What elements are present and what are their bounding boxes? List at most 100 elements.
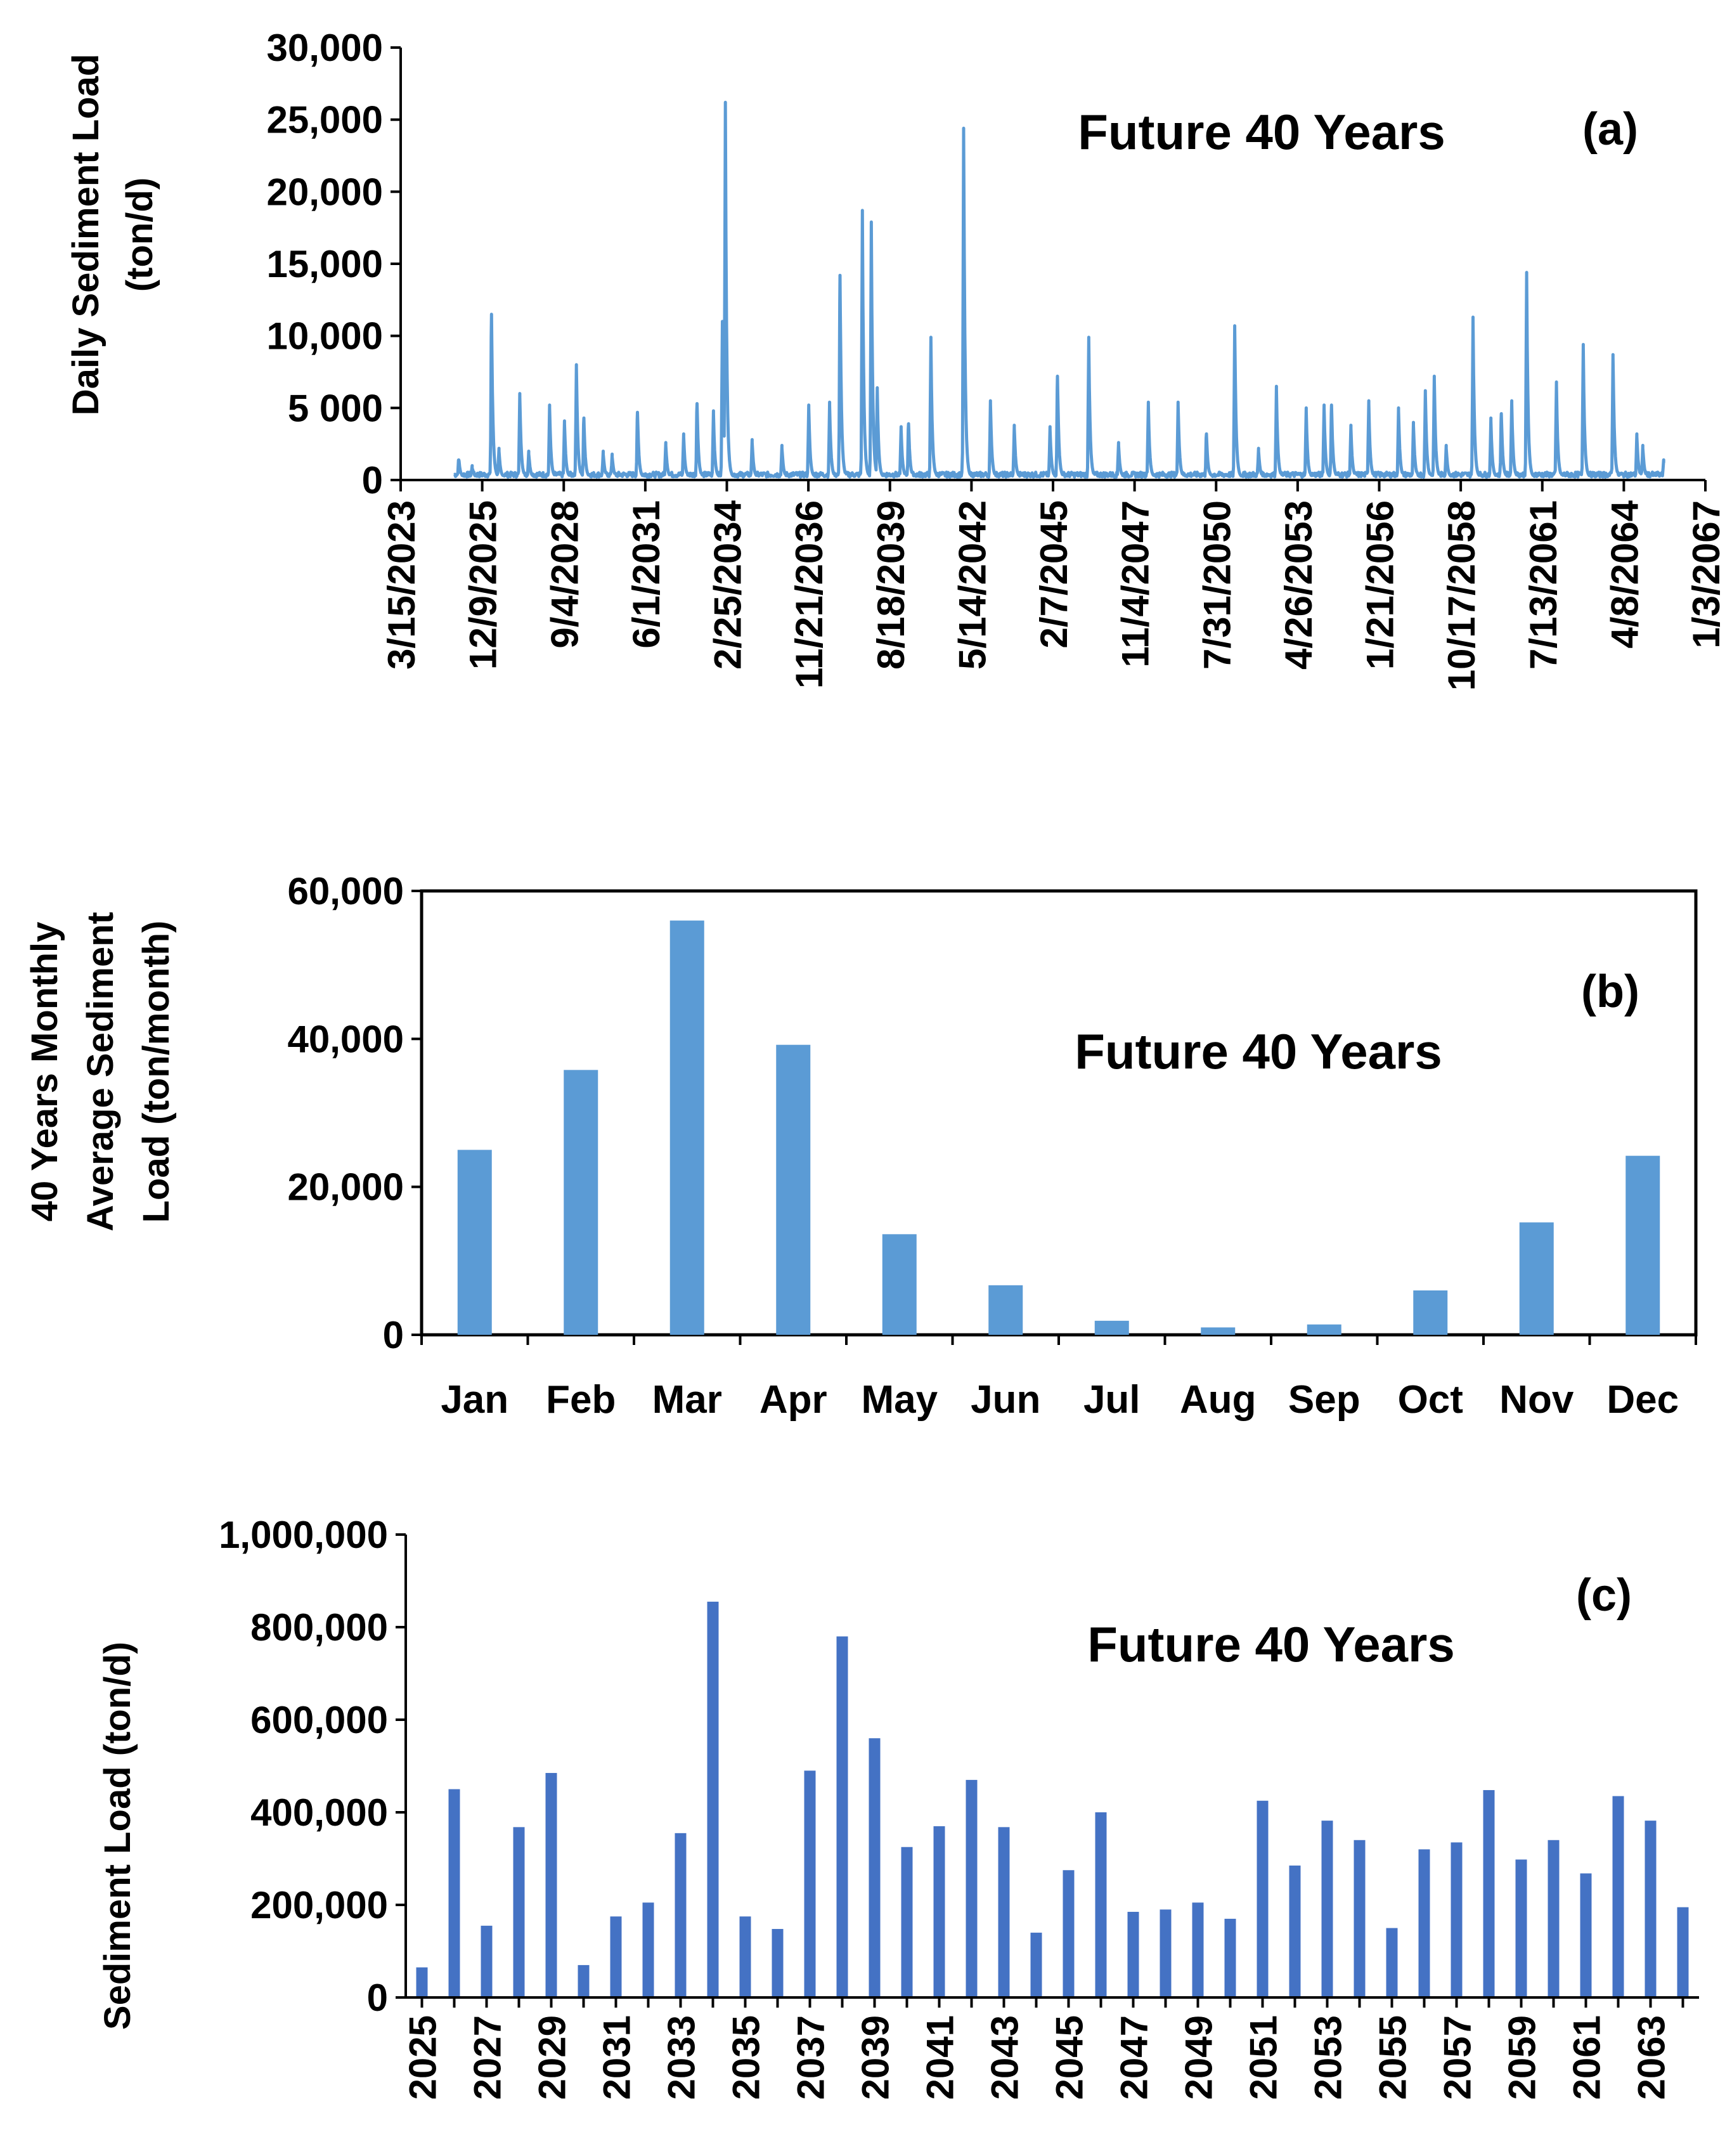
panel-b-plot-border — [420, 889, 1698, 1337]
panel-b-y-tick-label: 60,000 — [287, 870, 404, 912]
panel-a-x-tick-label: 3/15/2023 — [380, 500, 423, 670]
panel-c-bar-2055 — [1386, 1928, 1398, 1997]
panel-b-ylabel-line2: Average Sediment — [80, 912, 121, 1231]
panel-c-bar-2031 — [610, 1916, 622, 1997]
panel-c-bar-2045 — [1063, 1870, 1075, 1997]
panel-c-x-tick-label: 2037 — [790, 2015, 832, 2100]
panel-c-y-tick-label: 1,000,000 — [219, 1514, 388, 1556]
panel-b-bar-jan — [457, 1150, 492, 1335]
panel-a-y-tick-label: 10,000 — [266, 315, 383, 358]
panel-c-bar-2061 — [1580, 1873, 1592, 1997]
panel-a-y-tick-label: 15,000 — [266, 243, 383, 285]
panel-c-ylabel: Sediment Load (ton/d) — [97, 1642, 138, 2030]
panel-a-x-tick-label: 4/26/2053 — [1277, 500, 1320, 670]
panel-a-x-tick-label: 1/21/2056 — [1359, 500, 1402, 670]
panel-b-x-tick-label: May — [861, 1378, 938, 1422]
panel-b-bar-jul — [1094, 1320, 1129, 1335]
panel-c-x-tick-label: 2041 — [919, 2015, 962, 2100]
panel-c-x-tick-label: 2055 — [1372, 2015, 1414, 2100]
panel-b-x-tick-label: Aug — [1180, 1378, 1257, 1422]
panel-c-bar-2051 — [1257, 1800, 1269, 1997]
panel-b-x-tick-label: Nov — [1499, 1378, 1574, 1422]
panel-a-y-tick-label: 30,000 — [266, 27, 383, 69]
panel-c-x-tick-label: 2059 — [1501, 2015, 1544, 2100]
panel-b-bar-mar — [669, 920, 704, 1335]
panel-a-x-tick-label: 12/9/2025 — [462, 500, 505, 670]
panel-c-bar-2042 — [966, 1779, 978, 1997]
panel-c-x-tick-label: 2053 — [1307, 2015, 1350, 2100]
panel-c-label: (c) — [1576, 1570, 1632, 1621]
panel-c-x-tick-label: 2031 — [596, 2015, 638, 2100]
panel-a-x-tick-label: 2/7/2045 — [1033, 500, 1075, 649]
panel-c-bar-2052 — [1289, 1865, 1301, 1997]
panel-b-y-tick-label: 20,000 — [287, 1166, 404, 1209]
panel-b-label: (b) — [1581, 966, 1639, 1017]
panel-a-y-tick-label: 5 000 — [288, 387, 383, 429]
panel-c-bar-2044 — [1030, 1932, 1042, 1997]
panel-a-x-tick-label: 6/1/2031 — [625, 500, 668, 649]
panel-b-x-tick-label: Apr — [759, 1378, 827, 1422]
panel-a-y-tick-label: 0 — [362, 459, 383, 502]
panel-a-x-tick-label: 11/4/2047 — [1115, 500, 1157, 668]
panel-c-bar-2040 — [901, 1847, 913, 1997]
panel-a-annotation: Future 40 Years — [1078, 104, 1445, 160]
panel-c-plot-area: 0 200,000 400,000 600,000 800,000 1,000,000 20… — [219, 1514, 1699, 2100]
panel-a-x-tick-label: 1/3/2067 — [1685, 500, 1728, 649]
panel-c-bar-2053 — [1321, 1821, 1333, 1997]
panel-a-x-tick-label: 7/31/2050 — [1196, 500, 1238, 670]
panel-c-bar-2059 — [1515, 1859, 1527, 1997]
panel-a-ylabel-line1: Daily Sediment Load — [65, 54, 107, 415]
panel-b-y-tick-label: 40,000 — [287, 1018, 404, 1060]
panel-c-bar-2026 — [448, 1789, 460, 1997]
panel-c-x-tick-label: 2035 — [725, 2015, 768, 2100]
panel-c-x-tick-label: 2051 — [1243, 2015, 1285, 2100]
panel-c-bar-2038 — [836, 1636, 848, 1997]
panel-c-bar-2048 — [1160, 1909, 1172, 1997]
panel-c-x-tick-label: 2025 — [402, 2015, 444, 2100]
panel-a-x-tick-label: 7/13/2061 — [1522, 500, 1565, 670]
panel-c-bar-2043 — [998, 1827, 1010, 1997]
panel-c-bar-2046 — [1095, 1812, 1107, 1997]
panel-c-bar-2063 — [1645, 1821, 1657, 1997]
panel-b-x-tick-label: Dec — [1606, 1378, 1679, 1422]
panel-c-bar-2047 — [1127, 1911, 1139, 1997]
panel-c-y-tick-label: 400,000 — [250, 1791, 388, 1834]
panel-b-bar-dec — [1625, 1155, 1660, 1335]
panel-b-ylabel-line1: 40 Years Monthly — [24, 922, 65, 1222]
panel-c-bar-2058 — [1483, 1789, 1495, 1997]
panel-b-bar-aug — [1201, 1327, 1236, 1335]
panel-a-y-tick-label: 25,000 — [266, 99, 383, 141]
panel-b-bar-jun — [988, 1285, 1023, 1335]
panel-b-bar-feb — [564, 1070, 598, 1335]
panel-c-bar-2032 — [642, 1902, 654, 1997]
panel-c-bar-2029 — [545, 1772, 557, 1997]
panel-c-bar-2041 — [933, 1826, 945, 1997]
panel-b-ylabel-line3: Load (ton/month) — [136, 921, 177, 1223]
panel-a-y-tick-label: 20,000 — [266, 171, 383, 213]
panel-c-y-tick-label: 800,000 — [250, 1606, 388, 1649]
panel-c-x-tick-label: 2057 — [1437, 2015, 1479, 2100]
panel-c-x-tick-label: 2045 — [1049, 2015, 1091, 2100]
panel-a-ylabel-line2: (ton/d) — [119, 178, 160, 292]
panel-b-x-tick-label: Jun — [971, 1378, 1040, 1422]
panel-c-y-tick-label: 200,000 — [250, 1884, 388, 1926]
panel-c-bar-2049 — [1192, 1902, 1204, 1997]
panel-a-x-tick-label: 9/4/2028 — [543, 500, 586, 649]
panel-b-x-tick-label: Oct — [1398, 1378, 1463, 1422]
panel-c-x-tick-label: 2027 — [467, 2015, 509, 2100]
panel-c-bar-2039 — [869, 1738, 881, 1997]
panel-c-x-tick-label: 2049 — [1178, 2015, 1220, 2100]
panel-a-plot-area: 0 5 000 10,000 15,000 20,000 25,000 30,000 3/15… — [266, 27, 1728, 691]
panel-c-annual-sediment-chart: (c) Future 40 Years Sediment Load (ton/d… — [97, 1514, 1699, 2100]
panel-a-label: (a) — [1582, 104, 1638, 155]
panel-b-y-tick-label: 0 — [383, 1314, 404, 1356]
panel-c-y-tick-label: 600,000 — [250, 1699, 388, 1741]
panel-b-bar-oct — [1413, 1290, 1448, 1335]
panel-b-bar-apr — [776, 1044, 811, 1335]
panel-b-x-tick-label: Sep — [1288, 1378, 1360, 1422]
panel-c-bar-2027 — [481, 1925, 493, 1997]
panel-c-bar-2057 — [1451, 1842, 1463, 1997]
panel-b-x-tick-label: Jul — [1083, 1378, 1141, 1422]
panel-c-x-tick-label: 2033 — [661, 2015, 703, 2100]
